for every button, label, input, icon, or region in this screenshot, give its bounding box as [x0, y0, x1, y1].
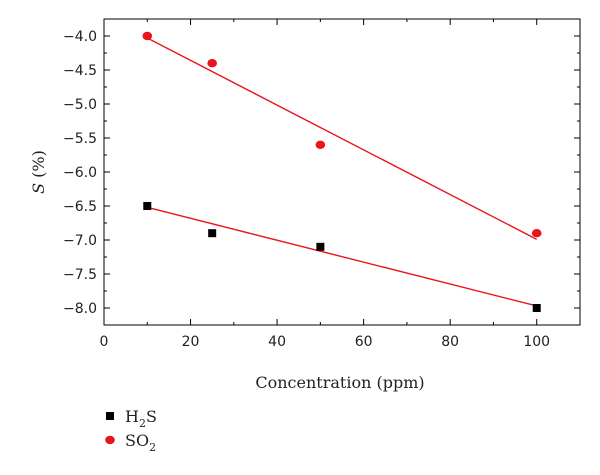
fit-line-h2s — [147, 206, 537, 307]
data-point-so2 — [207, 59, 217, 68]
data-point-so2 — [315, 140, 326, 149]
x-tick-label: 40 — [268, 334, 286, 350]
y-tick-label: −6.5 — [63, 199, 97, 215]
legend-marker-h2s — [106, 412, 114, 420]
fit-line-so2 — [146, 37, 538, 240]
y-axis-title: S (%) — [29, 150, 48, 194]
data-point-so2 — [142, 31, 153, 41]
x-tick-label: 60 — [355, 334, 373, 350]
data-point-h2s — [316, 242, 325, 251]
y-axis: −4.0 −4.5 −5.0 −5.5 −6.0 −6.5 −7.0 −7.5 −8.0 — [63, 29, 580, 317]
data-point-so2 — [531, 229, 542, 238]
y-tick-label: −7.5 — [63, 267, 97, 283]
x-tick-label: 80 — [441, 334, 459, 350]
x-axis: 0 20 40 60 80 100 — [100, 19, 550, 350]
legend-label-so2: SO2 — [125, 431, 156, 454]
x-tick-label: 0 — [100, 334, 109, 350]
y-tick-label: −4.5 — [63, 63, 97, 79]
y-tick-label: −8.0 — [63, 301, 97, 317]
y-tick-label: −7.0 — [63, 233, 97, 249]
plot-frame — [103, 18, 581, 326]
x-axis-title: Concentration (ppm) — [255, 373, 424, 392]
legend-marker-so2 — [105, 435, 115, 445]
data-point-h2s — [208, 229, 217, 238]
x-tick-label: 100 — [523, 334, 550, 350]
legend-label-h2s: H2S — [125, 407, 157, 430]
y-tick-label: −5.5 — [63, 131, 97, 147]
data-point-h2s — [532, 304, 541, 312]
y-tick-label: −4.0 — [63, 29, 97, 45]
y-tick-label: −6.0 — [63, 165, 97, 181]
plot-area — [103, 18, 581, 326]
y-tick-label: −5.0 — [63, 97, 97, 113]
x-tick-label: 20 — [182, 334, 200, 350]
data-point-h2s — [143, 202, 152, 210]
